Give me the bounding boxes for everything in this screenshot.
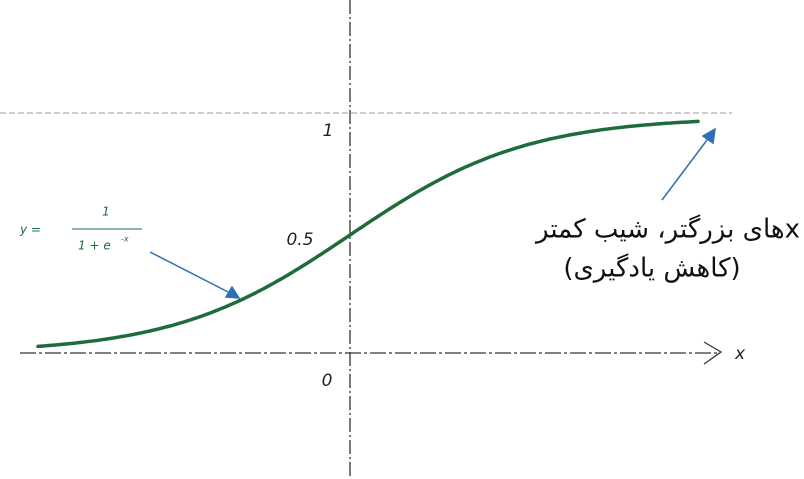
x-axis-label: x [734, 344, 746, 364]
formula-denominator: 1 + e [78, 239, 111, 253]
annotation-arrow [661, 135, 711, 201]
tick-one: 1 [323, 121, 334, 141]
formula-lhs: y = [19, 223, 41, 237]
formula-numerator: 1 [102, 205, 110, 219]
annotation-line1: xهای بزرگتر، شیب کمتر [534, 214, 800, 245]
tick-half: 0.5 [286, 230, 313, 250]
formula-arrowhead [224, 285, 241, 299]
arrows [149, 127, 716, 299]
sigmoid-curve [36, 119, 700, 349]
formula-arrow [149, 251, 233, 295]
tick-origin: 0 [322, 371, 333, 391]
x-axis-arrowhead [703, 341, 723, 365]
annotation-arrowhead [701, 127, 716, 145]
annotation-line2: (کاهش یادگیری) [563, 253, 740, 284]
formula-exponent: -x [121, 235, 129, 244]
